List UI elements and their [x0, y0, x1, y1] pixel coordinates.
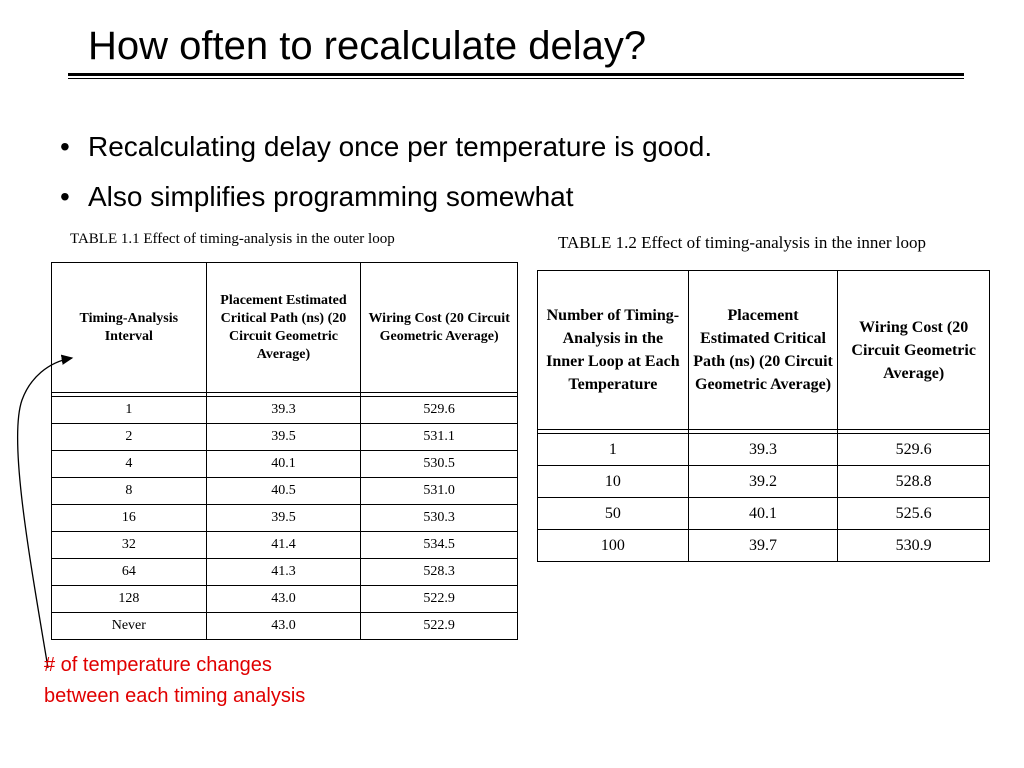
table-row: 1 39.3 529.6 — [537, 433, 990, 466]
bullet-dot-icon: • — [60, 131, 70, 162]
table1-caption: TABLE 1.1 Effect of timing-analysis in t… — [70, 231, 395, 247]
table-cell: 32 — [51, 531, 207, 559]
table-cell: 39.5 — [205, 423, 362, 451]
table-cell: 530.3 — [360, 504, 518, 532]
table-cell: 522.9 — [360, 612, 518, 640]
table2-header-count: Number of Timing-Analysis in the Inner L… — [537, 270, 689, 430]
table-cell: 525.6 — [837, 497, 990, 530]
title-underline — [68, 73, 964, 76]
table-inner-loop: Number of Timing-Analysis in the Inner L… — [537, 270, 990, 562]
table-row: 4 40.1 530.5 — [51, 450, 518, 478]
table-cell: 529.6 — [837, 433, 990, 466]
table-cell: 39.5 — [205, 504, 362, 532]
table-cell: 530.9 — [837, 529, 990, 562]
table-cell: 41.4 — [205, 531, 362, 559]
table-row: Never 43.0 522.9 — [51, 612, 518, 640]
annotation-note: # of temperature changes between each ti… — [44, 654, 306, 707]
table2-caption: TABLE 1.2 Effect of timing-analysis in t… — [558, 233, 926, 252]
table-cell: 2 — [51, 423, 207, 451]
table-cell: 40.1 — [687, 497, 839, 530]
table-row: 128 43.0 522.9 — [51, 585, 518, 613]
table-row: 2 39.5 531.1 — [51, 423, 518, 451]
table1-header-critical-path: Placement Estimated Critical Path (ns) (… — [205, 262, 362, 393]
table-row: 10 39.2 528.8 — [537, 465, 990, 498]
bullet-dot-icon: • — [60, 181, 70, 212]
table-cell: 8 — [51, 477, 207, 505]
table1-header-interval: Timing-Analysis Interval — [51, 262, 207, 393]
table-cell: 39.2 — [687, 465, 839, 498]
table-outer-loop: Timing-Analysis Interval Placement Estim… — [51, 262, 518, 640]
table-cell: 39.7 — [687, 529, 839, 562]
table-row: 16 39.5 530.3 — [51, 504, 518, 532]
table-cell: 43.0 — [205, 612, 362, 640]
table-cell: 10 — [537, 465, 689, 498]
table-cell: Never — [51, 612, 207, 640]
bullet-text: Recalculating delay once per temperature… — [88, 131, 713, 162]
bullet-item: • Recalculating delay once per temperatur… — [60, 130, 712, 164]
table-cell: 522.9 — [360, 585, 518, 613]
table-cell: 128 — [51, 585, 207, 613]
table-cell: 528.8 — [837, 465, 990, 498]
table-row: 100 39.7 530.9 — [537, 529, 990, 562]
slide-title: How often to recalculate delay? — [88, 24, 647, 68]
table-cell: 1 — [537, 433, 689, 466]
title-underline-thin — [68, 78, 964, 79]
table-row: 8 40.5 531.0 — [51, 477, 518, 505]
bullet-list: • Recalculating delay once per temperatur… — [60, 130, 712, 230]
table-cell: 43.0 — [205, 585, 362, 613]
table-cell: 529.6 — [360, 396, 518, 424]
table-cell: 528.3 — [360, 558, 518, 586]
bullet-item: • Also simplifies programming somewhat — [60, 180, 712, 214]
table1-header-wiring-cost: Wiring Cost (20 Circuit Geometric Averag… — [360, 262, 518, 393]
table-cell: 100 — [537, 529, 689, 562]
table-row: 32 41.4 534.5 — [51, 531, 518, 559]
table-row: 50 40.1 525.6 — [537, 497, 990, 530]
bullet-text: Also simplifies programming somewhat — [88, 181, 574, 212]
